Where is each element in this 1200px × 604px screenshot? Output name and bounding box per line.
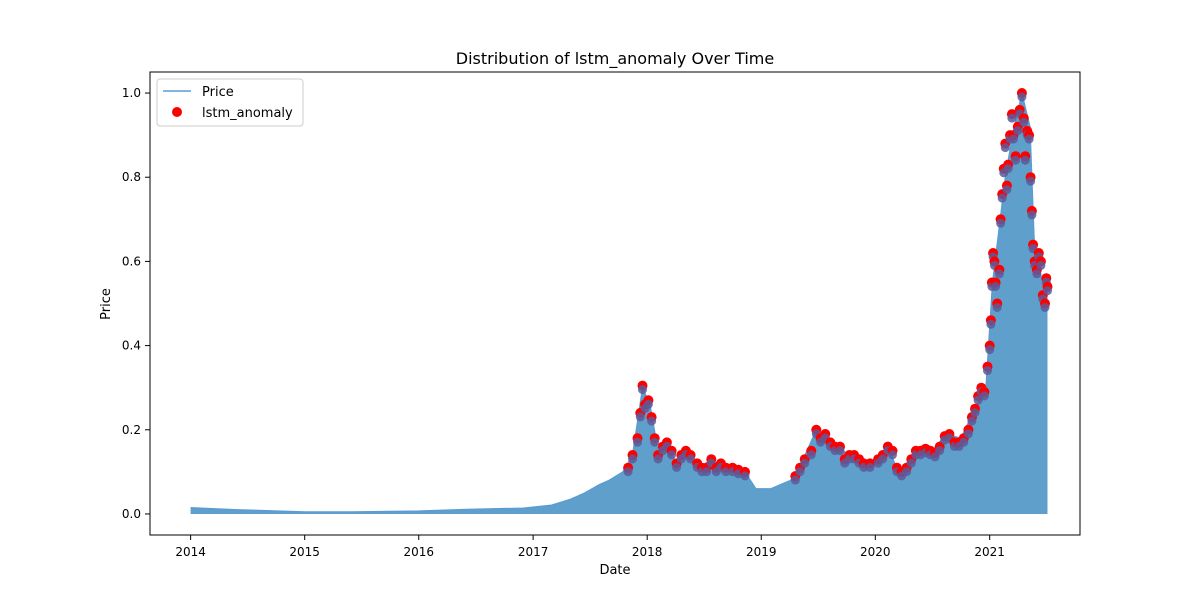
anomaly-point-shadow <box>647 416 657 426</box>
y-tick-label: 0.0 <box>122 507 141 521</box>
legend-anomaly-swatch <box>172 107 182 117</box>
x-tick-label: 2018 <box>632 545 663 559</box>
anomaly-point-shadow <box>865 462 875 472</box>
legend-box <box>156 78 304 127</box>
anomaly-point-shadow <box>1032 269 1042 279</box>
y-axis-label: Price <box>99 288 114 320</box>
x-axis: 2014 2015 2016 2017 2018 2019 2020 2021 <box>175 535 1005 559</box>
anomaly-point-shadow <box>1020 155 1030 165</box>
anomaly-point-shadow <box>1040 303 1050 312</box>
anomaly-point-shadow <box>878 454 888 464</box>
x-tick-label: 2020 <box>860 545 891 559</box>
anomaly-point-shadow <box>930 452 940 462</box>
anomaly-point-shadow <box>1008 134 1018 144</box>
anomaly-point-shadow <box>985 345 995 355</box>
anomaly-point-shadow <box>790 475 800 485</box>
anomaly-point-shadow <box>1043 286 1052 296</box>
anomaly-point-shadow <box>806 450 816 460</box>
y-tick-label: 0.4 <box>122 339 141 353</box>
anomaly-point-shadow <box>795 467 805 477</box>
anomaly-point-shadow <box>967 416 977 426</box>
anomaly-point-shadow <box>800 458 810 468</box>
legend: Price lstm_anomaly <box>156 78 304 127</box>
anomaly-point-shadow <box>672 462 682 472</box>
anomaly-point-shadow <box>1027 210 1037 220</box>
anomaly-point-shadow <box>963 429 973 439</box>
anomaly-point-shadow <box>1026 176 1036 186</box>
anomaly-point-shadow <box>906 458 916 468</box>
anomaly-point-shadow <box>1013 126 1023 136</box>
y-tick-label: 0.2 <box>122 423 141 437</box>
x-tick-label: 2014 <box>175 545 206 559</box>
plot-frame <box>149 71 1081 536</box>
anomaly-point-shadow <box>1019 117 1029 127</box>
anomaly-point-shadow <box>638 385 647 395</box>
anomaly-point-shadow <box>992 303 1002 312</box>
anomaly-point-shadow <box>623 467 633 477</box>
anomaly-point-shadow <box>702 467 712 477</box>
anomaly-point-shadow <box>1003 164 1013 174</box>
x-tick-label: 2021 <box>974 545 1005 559</box>
y-tick-label: 0.8 <box>122 170 141 184</box>
anomaly-point-shadow <box>740 471 750 481</box>
anomaly-point-shadow <box>633 437 642 447</box>
anomaly-point-shadow <box>997 193 1007 203</box>
x-axis-label: Date <box>599 563 630 578</box>
anomaly-point-shadow <box>902 467 912 477</box>
anomaly-point-shadow <box>1036 260 1046 270</box>
x-tick-label: 2015 <box>289 545 320 559</box>
chart-title: Distribution of lstm_anomaly Over Time <box>456 49 774 69</box>
anomaly-point-shadow <box>628 454 637 464</box>
anomaly-point-shadow <box>1002 185 1012 195</box>
x-tick-label: 2017 <box>518 545 549 559</box>
anomaly-point-shadow <box>935 446 945 456</box>
anomaly-point-shadow <box>635 412 645 422</box>
anomaly-point-shadow <box>1007 113 1017 123</box>
anomaly-point-shadow <box>888 450 897 460</box>
anomaly-point-shadow <box>1011 155 1021 165</box>
anomaly-point-shadow <box>653 454 663 464</box>
anomaly-point-shadow <box>986 319 996 329</box>
anomaly-point-shadow <box>970 408 980 418</box>
anomaly-point-shadow <box>983 366 992 376</box>
anomaly-point-shadow <box>643 399 653 409</box>
y-tick-label: 1.0 <box>122 86 141 100</box>
y-axis: 0.0 0.2 0.4 0.6 0.8 1.0 <box>122 86 150 521</box>
anomaly-point-shadow <box>1000 143 1010 153</box>
anomaly-point-shadow <box>1024 134 1034 144</box>
x-tick-label: 2019 <box>746 545 777 559</box>
anomaly-point-shadow <box>1017 92 1027 102</box>
x-tick-label: 2016 <box>403 545 434 559</box>
anomaly-point-shadow <box>650 437 660 447</box>
anomaly-point-shadow <box>979 391 989 401</box>
anomaly-point-shadow <box>994 269 1004 279</box>
anomaly-point-shadow <box>835 446 845 456</box>
anomaly-point-shadow <box>996 218 1006 228</box>
anomaly-point-shadow <box>959 437 969 447</box>
anomaly-point-shadow <box>667 450 677 460</box>
legend-anomaly-label: lstm_anomaly <box>202 106 293 121</box>
price-area-fill <box>190 93 1048 514</box>
legend-price-label: Price <box>202 85 234 100</box>
y-tick-label: 0.6 <box>122 254 141 268</box>
anomaly-points <box>623 88 1053 485</box>
anomaly-point-shadow <box>991 282 1001 291</box>
